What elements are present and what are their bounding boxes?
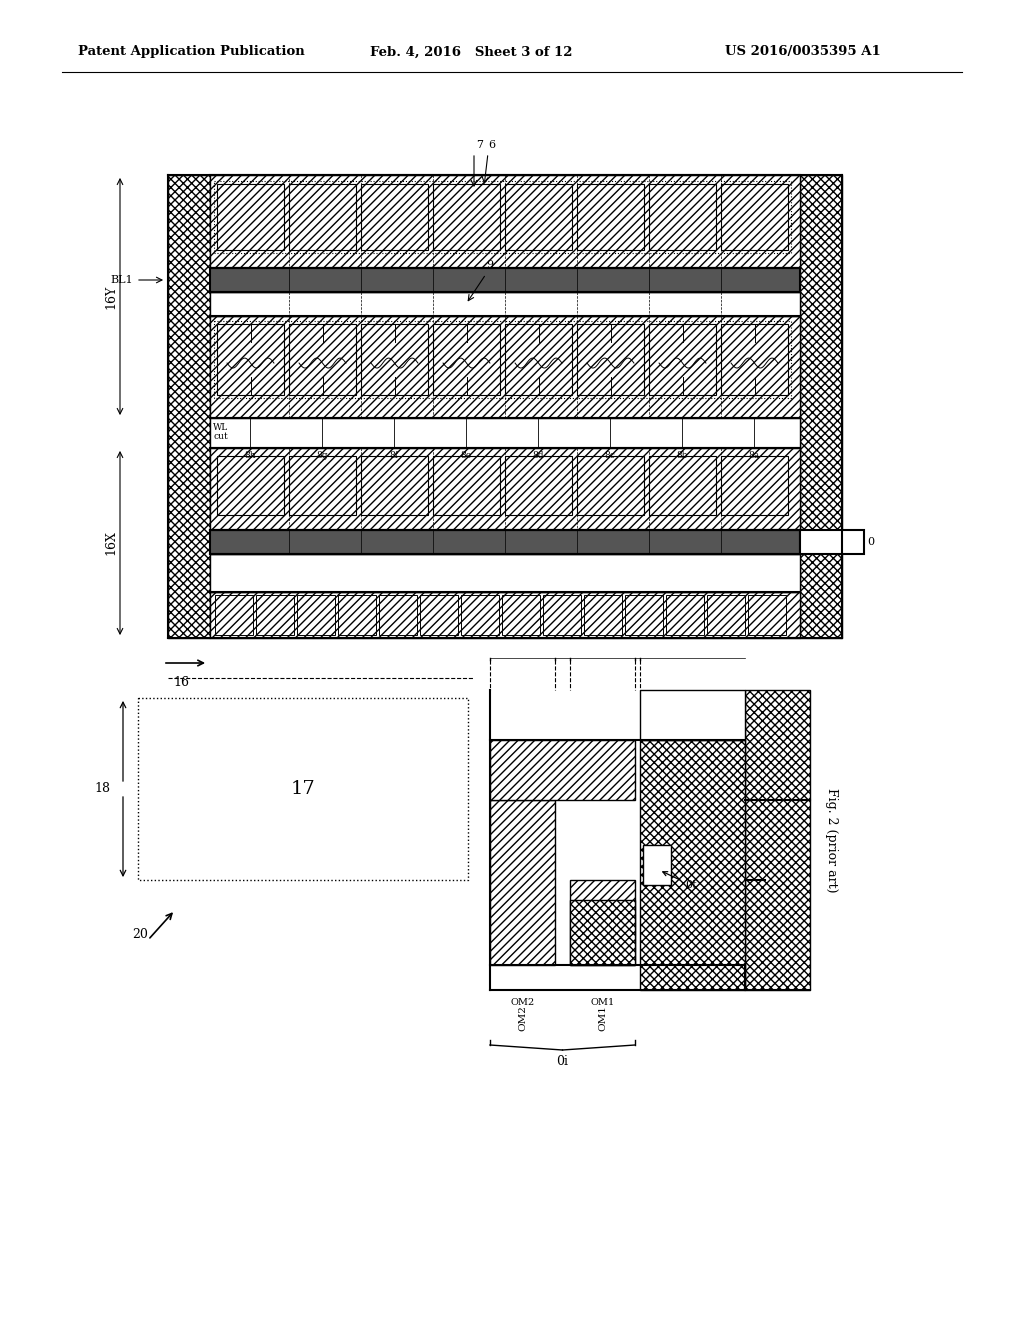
Bar	[640, 741, 745, 990]
Text: OM2: OM2	[518, 1005, 527, 1031]
Bar	[490, 800, 555, 965]
Bar	[433, 455, 500, 515]
Text: 18: 18	[94, 783, 110, 796]
Bar	[210, 591, 800, 638]
Text: 16X: 16X	[104, 531, 117, 556]
Bar	[505, 183, 572, 249]
Bar	[800, 531, 864, 554]
Text: 16: 16	[173, 676, 189, 689]
Text: 8g: 8g	[316, 451, 328, 459]
Bar	[577, 183, 644, 249]
Bar	[217, 183, 284, 249]
Bar	[649, 455, 716, 515]
Text: cut: cut	[213, 432, 227, 441]
Bar	[577, 323, 644, 395]
Text: 6: 6	[488, 140, 496, 150]
Bar	[289, 323, 356, 395]
Text: 8c: 8c	[604, 451, 615, 459]
Bar	[721, 323, 788, 395]
Bar	[490, 741, 635, 800]
Bar	[210, 418, 800, 447]
Text: 0: 0	[867, 537, 874, 546]
Bar	[625, 595, 663, 635]
Text: OM1: OM1	[591, 998, 614, 1007]
Bar	[502, 595, 540, 635]
Bar	[649, 183, 716, 249]
Bar	[748, 595, 786, 635]
Text: Feb. 4, 2016   Sheet 3 of 12: Feb. 4, 2016 Sheet 3 of 12	[370, 45, 572, 58]
Bar	[721, 183, 788, 249]
Bar	[505, 455, 572, 515]
Bar	[217, 455, 284, 515]
Bar	[297, 595, 335, 635]
Bar	[707, 595, 745, 635]
Bar	[210, 176, 800, 268]
Bar	[361, 455, 428, 515]
Bar	[215, 595, 253, 635]
Text: 8b: 8b	[676, 451, 688, 459]
Bar	[338, 595, 376, 635]
Bar	[577, 455, 644, 515]
Text: Patent Application Publication: Patent Application Publication	[78, 45, 305, 58]
Text: 8d: 8d	[532, 451, 544, 459]
Bar	[570, 880, 635, 965]
Bar	[570, 900, 635, 965]
Bar	[379, 595, 417, 635]
Bar	[745, 690, 810, 990]
Text: US 2016/0035395 A1: US 2016/0035395 A1	[725, 45, 881, 58]
Bar	[584, 595, 622, 635]
Bar	[210, 268, 800, 292]
Bar	[210, 447, 800, 531]
Bar	[643, 845, 671, 884]
Text: 8f: 8f	[389, 451, 398, 459]
Bar	[420, 595, 458, 635]
Bar	[649, 323, 716, 395]
Bar	[640, 690, 745, 741]
Text: OM2: OM2	[510, 998, 535, 1007]
Bar	[217, 323, 284, 395]
Text: BL1: BL1	[111, 275, 133, 285]
Text: WL: WL	[213, 422, 228, 432]
Text: Fig. 2 (prior art): Fig. 2 (prior art)	[825, 788, 838, 892]
Text: 17: 17	[291, 780, 315, 799]
Bar	[666, 595, 705, 635]
Text: OM1: OM1	[598, 1005, 607, 1031]
Text: 7: 7	[476, 140, 483, 150]
Text: 8a: 8a	[749, 451, 760, 459]
Text: 0i: 0i	[556, 1055, 568, 1068]
Bar	[289, 183, 356, 249]
Text: 20: 20	[132, 928, 148, 941]
Bar	[800, 176, 842, 638]
Bar	[210, 315, 800, 418]
Bar	[461, 595, 499, 635]
Bar	[289, 455, 356, 515]
Bar	[543, 595, 581, 635]
Text: 8h: 8h	[244, 451, 256, 459]
Text: 8e: 8e	[461, 451, 472, 459]
Bar	[256, 595, 294, 635]
Bar	[168, 176, 210, 638]
Bar	[210, 292, 800, 315]
Text: 9: 9	[486, 260, 494, 271]
Bar	[210, 531, 800, 554]
Bar	[210, 554, 800, 591]
Text: 0t: 0t	[663, 871, 696, 890]
Bar	[433, 183, 500, 249]
Bar	[505, 323, 572, 395]
Bar	[361, 183, 428, 249]
Bar	[433, 323, 500, 395]
Text: 16Y: 16Y	[104, 284, 117, 309]
Bar	[361, 323, 428, 395]
Bar	[721, 455, 788, 515]
